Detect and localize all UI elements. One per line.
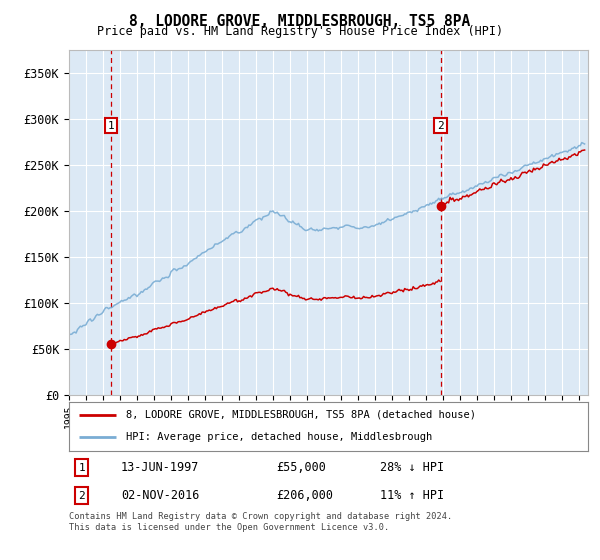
Text: 2: 2 <box>437 121 444 130</box>
Text: 8, LODORE GROVE, MIDDLESBROUGH, TS5 8PA: 8, LODORE GROVE, MIDDLESBROUGH, TS5 8PA <box>130 14 470 29</box>
Text: HPI: Average price, detached house, Middlesbrough: HPI: Average price, detached house, Midd… <box>126 432 433 442</box>
Text: 28% ↓ HPI: 28% ↓ HPI <box>380 461 445 474</box>
Text: 1: 1 <box>79 463 85 473</box>
Text: 2: 2 <box>79 491 85 501</box>
Text: 8, LODORE GROVE, MIDDLESBROUGH, TS5 8PA (detached house): 8, LODORE GROVE, MIDDLESBROUGH, TS5 8PA … <box>126 410 476 420</box>
Text: 02-NOV-2016: 02-NOV-2016 <box>121 489 199 502</box>
Text: £206,000: £206,000 <box>277 489 334 502</box>
Text: 1: 1 <box>107 121 114 130</box>
Text: 11% ↑ HPI: 11% ↑ HPI <box>380 489 445 502</box>
Text: £55,000: £55,000 <box>277 461 326 474</box>
Text: Contains HM Land Registry data © Crown copyright and database right 2024.
This d: Contains HM Land Registry data © Crown c… <box>69 512 452 532</box>
Text: Price paid vs. HM Land Registry's House Price Index (HPI): Price paid vs. HM Land Registry's House … <box>97 25 503 38</box>
Text: 13-JUN-1997: 13-JUN-1997 <box>121 461 199 474</box>
